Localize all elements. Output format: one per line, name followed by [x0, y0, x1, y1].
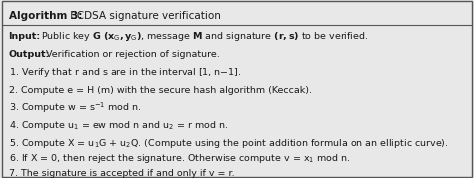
- Text: 4. Compute u$_1$ = ew mod n and u$_2$ = r mod n.: 4. Compute u$_1$ = ew mod n and u$_2$ = …: [9, 119, 228, 132]
- Text: 7. The signature is accepted if and only if v = r.: 7. The signature is accepted if and only…: [9, 169, 234, 177]
- Text: Algorithm 3:: Algorithm 3:: [9, 11, 82, 21]
- Text: 1. Verify that r and s are in the interval [1, n$-$1].: 1. Verify that r and s are in the interv…: [9, 66, 241, 79]
- Text: ECDSA signature verification: ECDSA signature verification: [67, 11, 221, 21]
- Text: 6. If X = 0, then reject the signature. Otherwise compute v = x$_1$ mod n.: 6. If X = 0, then reject the signature. …: [9, 152, 350, 165]
- Text: Public key $\bf{G}$ $\bf{(x_{\rm G},y_{\rm G})}$, message $\bf{M}$ and signature: Public key $\bf{G}$ $\bf{(x_{\rm G},y_{\…: [38, 30, 368, 43]
- Text: Verification or rejection of signature.: Verification or rejection of signature.: [43, 50, 219, 59]
- Text: Output:: Output:: [9, 50, 50, 59]
- Text: Input:: Input:: [9, 32, 41, 41]
- Text: 2. Compute e = H (m) with the secure hash algorithm (Keccak).: 2. Compute e = H (m) with the secure has…: [9, 86, 311, 95]
- Text: 5. Compute X = u$_1$G + u$_2$Q. (Compute using the point addition formula on an : 5. Compute X = u$_1$G + u$_2$Q. (Compute…: [9, 137, 448, 150]
- Text: 3. Compute w = s$^{-1}$ mod n.: 3. Compute w = s$^{-1}$ mod n.: [9, 101, 141, 115]
